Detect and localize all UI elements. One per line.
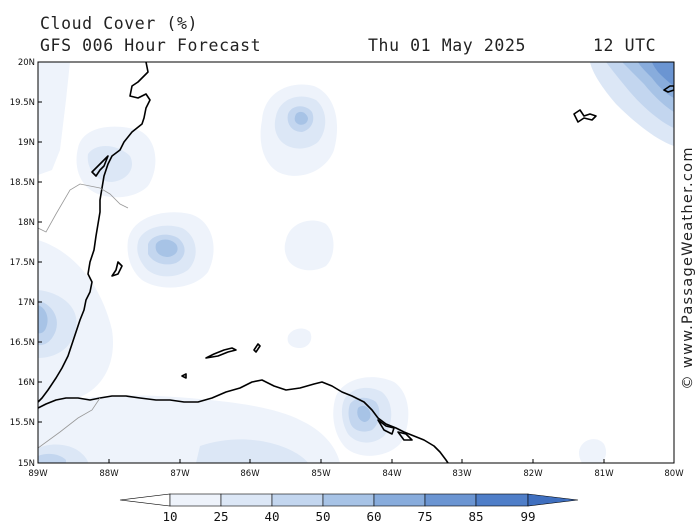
colorbar-label: 40 xyxy=(264,509,279,524)
lat-label: 18.5N xyxy=(10,178,35,188)
border xyxy=(38,397,101,449)
model-label: GFS 006 Hour Forecast xyxy=(40,36,262,55)
colorbar-segment xyxy=(169,493,222,507)
forecast-date: Thu 01 May 2025 xyxy=(368,36,527,55)
country-borders xyxy=(38,183,129,449)
coastline-islands xyxy=(663,85,674,93)
cloud-region xyxy=(287,328,312,348)
lon-label: 85W xyxy=(311,469,331,479)
colorbar-segment xyxy=(475,493,529,507)
cloud-region xyxy=(155,239,178,257)
cloud-region xyxy=(294,111,308,125)
colorbar-segment xyxy=(220,493,273,507)
lat-label: 18N xyxy=(18,218,35,228)
lat-label: 19N xyxy=(18,138,35,148)
cloud-region xyxy=(196,439,308,463)
coastline-islands xyxy=(397,431,413,441)
colorbar-label: 50 xyxy=(315,509,330,524)
coastline-islands xyxy=(253,343,261,353)
cloud-field xyxy=(38,62,674,463)
lon-label: 82W xyxy=(523,469,543,479)
coastlines xyxy=(38,62,674,463)
lon-label: 83W xyxy=(452,469,472,479)
colorbar-label: 99 xyxy=(520,509,535,524)
coastline-islands xyxy=(91,155,109,177)
lat-label: 16.5N xyxy=(10,338,35,348)
forecast-time: 12 UTC xyxy=(593,36,657,55)
lat-label: 19.5N xyxy=(10,98,35,108)
coastline-islands xyxy=(205,347,237,359)
colorbar-segment xyxy=(424,493,477,507)
site-watermark: © www.PassageWeather.com xyxy=(680,146,696,390)
lon-label: 88W xyxy=(99,469,119,479)
lon-label: 84W xyxy=(382,469,402,479)
colorbar-label: 25 xyxy=(213,509,228,524)
colorbar xyxy=(119,493,579,507)
coastline-mainland xyxy=(38,379,449,463)
cloud-region xyxy=(357,405,371,422)
coastline-islands xyxy=(377,419,395,435)
lon-label: 86W xyxy=(240,469,260,479)
border xyxy=(38,183,129,233)
colorbar-label: 60 xyxy=(366,509,381,524)
coastline-islands xyxy=(181,373,187,379)
lat-label: 20N xyxy=(18,58,35,68)
lat-label: 15N xyxy=(18,459,35,469)
longitude-labels: 89W 88W 87W 86W 85W 84W 83W 82W 81W 80W xyxy=(28,469,684,479)
lon-label: 87W xyxy=(170,469,190,479)
coastline-islands xyxy=(573,109,597,123)
cloud-region xyxy=(284,220,334,271)
coastline-mainland xyxy=(38,62,151,403)
lat-label: 16N xyxy=(18,378,35,388)
lon-label: 89W xyxy=(28,469,48,479)
chart-title: Cloud Cover (%) xyxy=(40,14,199,33)
lat-label: 15.5N xyxy=(10,418,35,428)
colorbar-segment xyxy=(271,493,324,507)
colorbar-segment xyxy=(322,493,375,507)
lon-label: 80W xyxy=(664,469,684,479)
colorbar-low-arrow xyxy=(119,493,171,507)
cloud-region xyxy=(38,453,66,463)
colorbar-high-arrow xyxy=(527,493,579,507)
colorbar-labels: 10 25 40 50 60 75 85 99 xyxy=(162,509,535,524)
cloud-region xyxy=(38,62,70,175)
colorbar-label: 75 xyxy=(417,509,432,524)
cloud-region xyxy=(652,62,674,86)
lon-label: 81W xyxy=(594,469,614,479)
colorbar-label: 85 xyxy=(468,509,483,524)
coastline-islands xyxy=(111,261,123,277)
lat-label: 17.5N xyxy=(10,258,35,268)
tick-marks xyxy=(37,61,675,464)
lat-label: 17N xyxy=(18,298,35,308)
colorbar-segment xyxy=(373,493,426,507)
colorbar-label: 10 xyxy=(162,509,177,524)
latitude-labels: 20N 19.5N 19N 18.5N 18N 17.5N 17N 16.5N … xyxy=(10,58,35,469)
cloud-region xyxy=(38,305,48,334)
cloud-region xyxy=(578,439,607,463)
